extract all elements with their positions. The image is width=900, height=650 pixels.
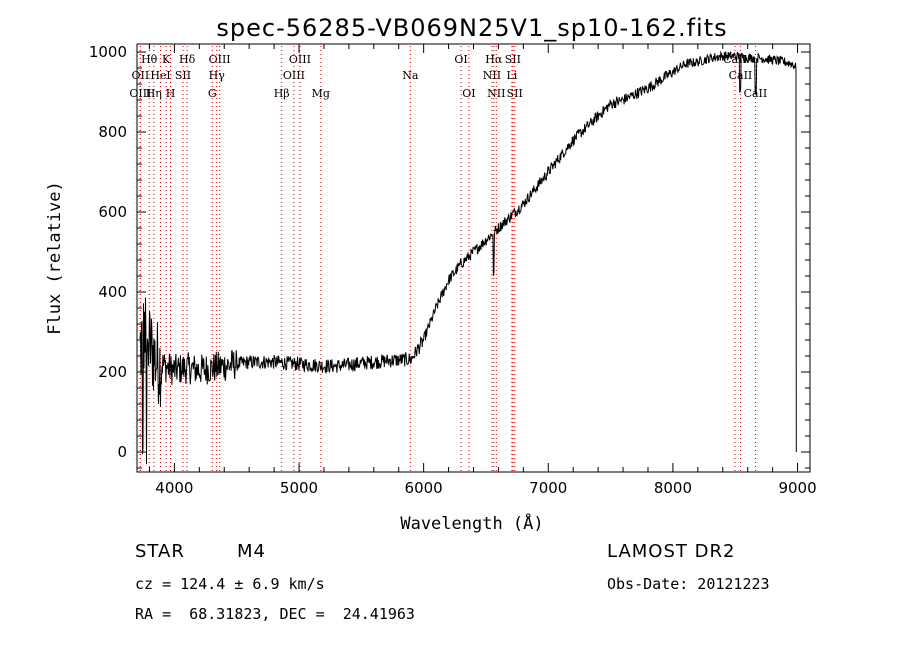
y-axis-label: Flux (relative) xyxy=(45,181,65,335)
redshift-velocity: cz = 124.4 ± 6.9 km/s xyxy=(135,575,325,593)
y-tick-label: 0 xyxy=(117,443,127,461)
line-label-k: K xyxy=(162,53,171,66)
line-label-hα: Hα xyxy=(485,53,503,66)
line-label-hδ: Hδ xyxy=(179,53,196,66)
line-label-li: Li xyxy=(506,69,517,82)
line-label-hη: Hη xyxy=(146,87,162,100)
line-label-sii: SII xyxy=(175,69,191,82)
line-label-hβ: Hβ xyxy=(274,87,290,100)
y-tick-label: 800 xyxy=(98,123,127,141)
object-class: STAR xyxy=(135,541,185,562)
x-tick-label: 5000 xyxy=(280,479,318,497)
line-label-oiii: OIII xyxy=(289,53,311,66)
chart-title: spec-56285-VB069N25V1_sp10-162.fits xyxy=(216,14,727,42)
y-tick-label: 1000 xyxy=(89,43,127,61)
x-tick-label: 8000 xyxy=(654,479,692,497)
spectral-line-markers xyxy=(139,46,756,472)
y-tick-label: 600 xyxy=(98,203,127,221)
line-label-h: H xyxy=(166,87,176,100)
object-subclass: M4 xyxy=(237,541,266,562)
line-label-sii: SII xyxy=(505,53,521,66)
line-label-oi: OI xyxy=(462,87,475,100)
x-tick-label: 7000 xyxy=(529,479,567,497)
line-label-hγ: Hγ xyxy=(209,69,226,82)
x-tick-label: 9000 xyxy=(778,479,816,497)
y-axis-ticks: 0 200 400 600 800 1000 xyxy=(89,43,810,469)
observation-date: Obs-Date: 20121223 xyxy=(607,575,770,593)
line-label-oiii: OIII xyxy=(209,53,231,66)
x-axis-ticks: 4000 5000 6000 7000 8000 9000 xyxy=(148,44,817,497)
x-axis-label: Wavelength (Å) xyxy=(400,512,543,534)
line-label-oiii: OIII xyxy=(129,87,151,100)
coordinates: RA = 68.31823, DEC = 24.41963 xyxy=(135,605,415,623)
line-label-oii: OII xyxy=(132,69,150,82)
line-label-oiii: OIII xyxy=(283,69,305,82)
line-label-oi: OI xyxy=(454,53,467,66)
x-tick-label: 6000 xyxy=(405,479,443,497)
line-label-nii: NII xyxy=(487,87,505,100)
line-label-g: G xyxy=(208,87,217,100)
y-tick-label: 200 xyxy=(98,363,127,381)
line-label-na: Na xyxy=(402,69,419,82)
x-tick-label: 4000 xyxy=(155,479,193,497)
plot-frame xyxy=(136,43,811,473)
line-label-sii: SII xyxy=(507,87,523,100)
line-label-mg: Mg xyxy=(312,87,330,100)
spectral-line-labels: Hθ OII OIII K HeI Hη SII H Hδ OIII Hγ G OIII OIII Hβ Mg… xyxy=(129,53,767,100)
line-label-hθ: Hθ xyxy=(141,53,158,66)
line-label-nii: NII xyxy=(483,69,501,82)
spectrum-line xyxy=(139,50,797,465)
line-label-hei: HeI xyxy=(150,69,170,82)
survey-name: LAMOST DR2 xyxy=(607,541,736,562)
y-tick-label: 400 xyxy=(98,283,127,301)
